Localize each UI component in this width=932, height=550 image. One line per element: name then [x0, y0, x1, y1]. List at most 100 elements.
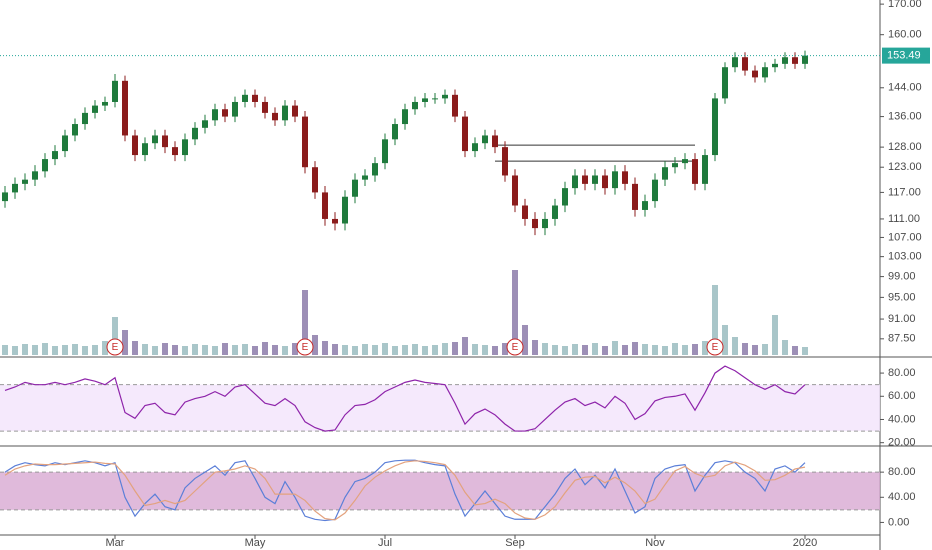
y-tick-label: 128.00 — [888, 141, 922, 153]
earnings-marker — [106, 338, 124, 356]
volume-bar — [482, 345, 488, 355]
volume-bar — [622, 345, 628, 355]
earnings-label: E — [112, 342, 119, 353]
volume-bar — [522, 325, 528, 355]
candle-body — [252, 94, 258, 102]
candle-body — [712, 98, 718, 156]
candle-body — [62, 135, 68, 152]
x-tick-label: Mar — [106, 537, 125, 549]
earnings-marker — [506, 338, 524, 356]
volume-bar — [672, 343, 678, 355]
candle-body — [772, 63, 778, 68]
candle-body — [172, 147, 178, 156]
indicator-band — [0, 384, 880, 432]
candle-body — [82, 112, 88, 125]
candle-body — [512, 175, 518, 206]
y-tick-label: 170.00 — [888, 0, 922, 10]
volume-bar — [702, 341, 708, 355]
indicator-line — [4, 459, 806, 522]
candle-body — [202, 120, 208, 128]
volume-bar — [192, 344, 198, 355]
volume-bar — [722, 325, 728, 355]
candle-body — [142, 143, 148, 156]
candle-body — [632, 183, 638, 210]
candle-body — [312, 167, 318, 193]
volume-bar — [542, 343, 548, 355]
candle-body — [502, 147, 508, 176]
x-tick-label: Nov — [645, 537, 665, 549]
candle-body — [542, 218, 548, 229]
y-tick-label: 40.00 — [888, 413, 916, 425]
candle-body — [492, 135, 498, 148]
volume-bar — [222, 343, 228, 355]
volume-bar — [452, 342, 458, 355]
volume-bar — [712, 285, 718, 355]
earnings-label: E — [512, 342, 519, 353]
volume-bar — [462, 337, 468, 355]
volume-bar — [572, 344, 578, 355]
volume-bar — [162, 343, 168, 355]
volume-bar — [132, 341, 138, 355]
volume-bar — [562, 346, 568, 355]
candle-body — [52, 151, 58, 160]
candle-body — [152, 135, 158, 144]
candle-body — [212, 109, 218, 121]
volume-bar — [782, 340, 788, 355]
candle-body — [372, 163, 378, 176]
volume-bar — [102, 341, 108, 355]
volume-bar — [182, 346, 188, 355]
candle-body — [432, 98, 438, 100]
candle-body — [412, 101, 418, 110]
candle-body — [742, 57, 748, 71]
volume-bar — [52, 346, 58, 355]
candle-body — [522, 205, 528, 219]
volume-bar — [632, 342, 638, 355]
candle-body — [132, 135, 138, 156]
volume-bar — [262, 342, 268, 355]
candle-body — [442, 94, 448, 99]
y-tick-label: 107.00 — [888, 231, 922, 243]
candle-body — [452, 94, 458, 117]
y-tick-label: 117.00 — [888, 186, 921, 198]
volume-bar — [802, 347, 808, 355]
volume-bar — [2, 345, 8, 355]
candle-body — [762, 67, 768, 78]
candle-body — [342, 196, 348, 224]
candle-body — [92, 105, 98, 113]
candle-body — [122, 80, 128, 136]
candle-body — [22, 179, 28, 184]
x-tick-label: Sep — [505, 537, 525, 549]
candle-body — [42, 159, 48, 172]
volume-bar — [202, 345, 208, 355]
volume-bar — [172, 345, 178, 355]
earnings-label: E — [302, 342, 309, 353]
y-tick-label: 136.00 — [888, 110, 922, 122]
volume-bar — [142, 344, 148, 355]
y-tick-label: 111.00 — [888, 213, 920, 225]
volume-bar — [742, 343, 748, 355]
candle-body — [782, 57, 788, 64]
candle-body — [692, 159, 698, 184]
candle-body — [722, 67, 728, 99]
volume-bar — [512, 270, 518, 355]
y-tick-label: 87.50 — [888, 333, 916, 345]
volume-bar — [772, 315, 778, 355]
volume-bar — [362, 344, 368, 355]
candle-body — [72, 124, 78, 136]
y-tick-label: 144.00 — [888, 82, 922, 94]
volume-bar — [252, 346, 258, 355]
candle-body — [242, 94, 248, 102]
candle-body — [222, 109, 228, 117]
candle-body — [562, 188, 568, 206]
volume-bar — [642, 344, 648, 355]
volume-bar — [682, 345, 688, 355]
volume-bar — [72, 344, 78, 355]
volume-bar — [402, 345, 408, 355]
candle-body — [552, 205, 558, 219]
candle-body — [602, 175, 608, 189]
candle-body — [392, 124, 398, 140]
y-tick-label: 0.00 — [888, 516, 909, 528]
candle-body — [272, 112, 278, 121]
candle-body — [792, 57, 798, 64]
candle-body — [532, 218, 538, 229]
